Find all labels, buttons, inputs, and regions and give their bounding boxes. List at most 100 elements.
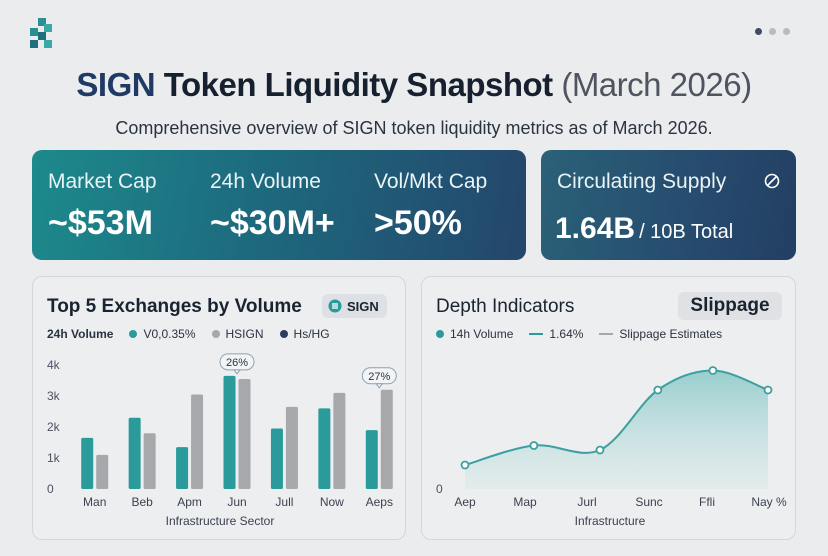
title-brand: SIGN	[76, 66, 156, 103]
title-date: (March 2026)	[561, 66, 752, 103]
exchanges-legend: 24h Volume V0,0.35% HSIGN Hs/HG	[47, 327, 346, 341]
y-tick-label: 0	[47, 482, 54, 496]
bar-teal	[270, 428, 283, 489]
exchanges-title: Top 5 Exchanges by Volume	[47, 296, 302, 317]
metric-label: 24h Volume	[210, 170, 321, 193]
metrics-card: Market Cap ~$53M 24h Volume ~$30M+ Vol/M…	[32, 150, 526, 260]
x-tick-label: Jurl	[577, 495, 596, 509]
exchanges-panel: Top 5 Exchanges by Volume SIGN 24h Volum…	[32, 276, 406, 540]
supply-label: Circulating Supply	[557, 170, 727, 193]
x-tick-label: Map	[513, 495, 537, 509]
bar-gray	[143, 433, 156, 489]
page-title: SIGN Token Liquidity Snapshot (March 202…	[0, 66, 828, 104]
pagination-dot-1[interactable]	[755, 28, 762, 35]
legend-item: Hs/HG	[279, 327, 330, 341]
sign-badge-label: SIGN	[347, 298, 379, 314]
app-logo	[30, 18, 52, 48]
metric-label: Market Cap	[48, 170, 157, 193]
data-point	[763, 385, 773, 395]
legend-title: 24h Volume	[47, 327, 114, 341]
legend-label: 1.64%	[549, 327, 584, 341]
legend-label: Hs/HG	[293, 327, 330, 341]
slippage-badge[interactable]: Slippage	[678, 292, 782, 320]
depth-title: Depth Indicators	[436, 296, 575, 317]
legend-label: V0,0.35%	[143, 327, 196, 341]
y-tick-label: 0	[436, 482, 443, 496]
bar-teal	[81, 437, 94, 489]
sign-token-icon	[328, 299, 342, 313]
pagination-dot-3[interactable]	[783, 28, 790, 35]
legend-dot-gray	[211, 330, 220, 338]
data-point	[653, 385, 663, 395]
x-tick-label: Man	[83, 495, 106, 509]
bar-teal	[128, 417, 141, 489]
annotation-pointer	[375, 383, 384, 389]
pagination-dot-2[interactable]	[769, 28, 776, 35]
metric-value: ~$53M	[48, 204, 153, 242]
area-fill	[465, 370, 768, 489]
exchanges-bar-chart: 0 1k 2k 3k 4k Man Beb Apm Jun Jull Now Aeps 26% 27% In…	[47, 353, 397, 528]
metric-value: >50%	[374, 204, 462, 242]
bar-teal	[318, 408, 331, 489]
data-point	[460, 460, 470, 470]
title-main: Token Liquidity Snapshot	[163, 66, 553, 103]
legend-item: 14h Volume	[436, 327, 513, 341]
bar-teal	[223, 375, 236, 489]
x-axis-title: Infrastructure	[575, 514, 646, 528]
x-tick-label: Jun	[227, 495, 246, 509]
x-tick-label: Aep	[454, 495, 476, 509]
supply-amount: 1.64B	[555, 212, 636, 245]
link-icon[interactable]	[763, 172, 781, 190]
legend-item: HSIGN	[211, 327, 264, 341]
depth-legend: 14h Volume 1.64% Slippage Estimates	[436, 327, 738, 341]
depth-area-chart: 0 Aep Map Jurl Sunc Ffli Nay % Infrastructure	[436, 366, 787, 528]
metric-24h-volume: 24h Volume ~$30M+	[210, 170, 335, 243]
legend-dot-teal	[129, 330, 138, 338]
x-axis-title: Infrastructure Sector	[166, 514, 275, 528]
annotation-pointer	[233, 369, 241, 375]
metric-market-cap: Market Cap ~$53M	[48, 170, 157, 243]
pagination-dots	[755, 28, 790, 35]
supply-value: 1.64B/ 10B Total	[555, 212, 733, 246]
y-tick-label: 3k	[47, 389, 61, 403]
bar-annotation: 26%	[219, 353, 255, 375]
x-tick-label: Ffli	[699, 495, 715, 509]
depth-panel: Depth Indicators Slippage 14h Volume 1.6…	[421, 276, 796, 540]
bar-teal	[365, 430, 378, 489]
bar-teal	[176, 447, 189, 489]
bar-gray	[285, 406, 298, 489]
y-tick-label: 1k	[47, 451, 61, 465]
x-tick-label: Aeps	[366, 495, 393, 509]
legend-item: 1.64%	[529, 327, 583, 341]
supply-total: / 10B Total	[639, 221, 734, 243]
legend-dot-teal	[436, 330, 444, 338]
sign-badge[interactable]: SIGN	[322, 294, 387, 318]
x-tick-label: Now	[320, 495, 344, 509]
bar-gray	[96, 454, 109, 489]
bar-gray	[191, 394, 204, 489]
bar-annotation: 27%	[361, 367, 397, 389]
bar-gray	[333, 392, 346, 489]
legend-label: Slippage Estimates	[619, 327, 723, 341]
legend-label: 14h Volume	[450, 327, 514, 341]
annotation-label: 26%	[226, 357, 248, 369]
legend-dot-navy	[279, 330, 288, 338]
y-tick-label: 2k	[47, 420, 61, 434]
y-tick-label: 4k	[47, 358, 61, 372]
legend-line-teal	[529, 333, 544, 335]
metric-value: ~$30M+	[210, 204, 335, 242]
metric-vol-mkt-cap: Vol/Mkt Cap >50%	[374, 170, 487, 243]
x-tick-label: Nay %	[751, 495, 787, 509]
x-tick-label: Beb	[131, 495, 153, 509]
metric-label: Vol/Mkt Cap	[374, 170, 488, 193]
x-tick-label: Sunc	[635, 495, 662, 509]
data-point	[708, 366, 718, 375]
legend-line-gray	[599, 333, 614, 335]
x-tick-label: Apm	[177, 495, 202, 509]
supply-card: Circulating Supply 1.64B/ 10B Total	[541, 150, 796, 260]
data-point	[529, 441, 539, 450]
data-point	[595, 445, 605, 455]
legend-item: V0,0.35%	[129, 327, 196, 341]
bar-gray	[238, 378, 251, 489]
x-tick-label: Jull	[275, 495, 293, 509]
